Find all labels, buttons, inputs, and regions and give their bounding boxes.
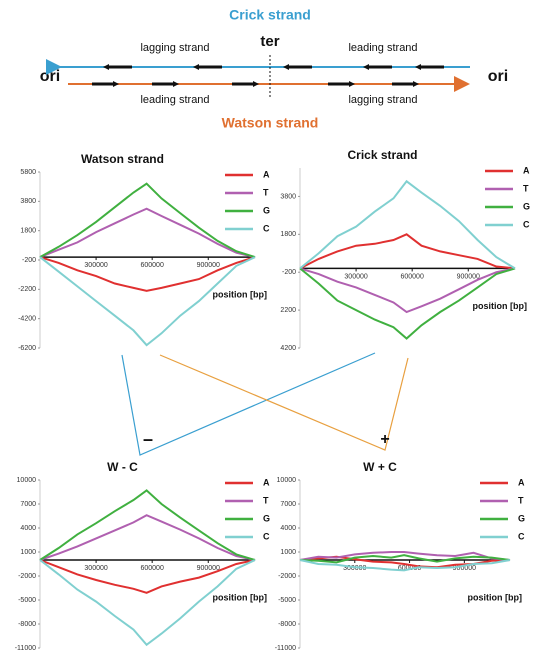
legend-label: C bbox=[263, 223, 270, 233]
y-tick-label: 3800 bbox=[20, 198, 36, 205]
legend-label: T bbox=[523, 183, 529, 193]
x-axis-label: position [bp] bbox=[213, 289, 267, 299]
y-tick-label: 1000 bbox=[280, 549, 296, 556]
data-line bbox=[299, 267, 516, 314]
chart-title: W + C bbox=[363, 460, 397, 474]
y-tick-label: -200 bbox=[282, 269, 296, 276]
data-line bbox=[299, 559, 511, 572]
y-tick-label: -11000 bbox=[15, 645, 36, 652]
x-tick-label: 900000 bbox=[453, 565, 476, 572]
y-tick-label: 3800 bbox=[280, 193, 296, 200]
data-line bbox=[39, 514, 256, 561]
arrow-heads bbox=[103, 64, 421, 87]
y-tick-label: 2200 bbox=[280, 307, 296, 314]
y-tick-label: -11000 bbox=[275, 645, 296, 652]
y-tick-label: 4000 bbox=[20, 525, 36, 532]
data-line bbox=[39, 489, 256, 561]
legend-label: G bbox=[263, 513, 270, 523]
ter-label: ter bbox=[260, 33, 279, 50]
y-tick-label: -4200 bbox=[18, 316, 36, 323]
y-tick-label: 4200 bbox=[280, 345, 296, 352]
legend-label: G bbox=[523, 201, 530, 211]
data-line bbox=[299, 554, 511, 564]
chart-title: Crick strand bbox=[347, 148, 417, 162]
data-line bbox=[299, 179, 516, 270]
y-tick-label: -200 bbox=[22, 257, 36, 264]
x-tick-label: 600000 bbox=[400, 273, 423, 280]
strand-label: leading strand bbox=[348, 42, 417, 54]
x-tick-label: 300000 bbox=[84, 565, 107, 572]
x-tick-label: 900000 bbox=[457, 273, 480, 280]
x-tick-label: 300000 bbox=[343, 565, 366, 572]
x-axis-label: position [bp] bbox=[468, 592, 522, 602]
y-tick-label: -6200 bbox=[18, 345, 36, 352]
y-tick-label: 10000 bbox=[17, 477, 37, 484]
y-tick-label: -2000 bbox=[278, 573, 296, 580]
crick-label: Crick strand bbox=[229, 7, 311, 23]
x-axis-label: position [bp] bbox=[213, 592, 267, 602]
x-tick-label: 300000 bbox=[84, 262, 107, 269]
data-line bbox=[39, 559, 256, 647]
y-tick-label: 4000 bbox=[280, 525, 296, 532]
y-tick-label: -5000 bbox=[278, 597, 296, 604]
combination-lines bbox=[121, 352, 409, 456]
data-line bbox=[299, 551, 511, 561]
x-axis-label: position [bp] bbox=[473, 301, 527, 311]
x-tick-label: 900000 bbox=[197, 565, 220, 572]
legend-label: C bbox=[263, 531, 270, 541]
strand-label: lagging strand bbox=[140, 42, 209, 54]
y-tick-label: 1000 bbox=[20, 549, 36, 556]
strand-label: lagging strand bbox=[348, 94, 417, 106]
data-line bbox=[39, 256, 256, 347]
y-tick-label: 10000 bbox=[277, 477, 297, 484]
data-line bbox=[39, 256, 256, 292]
legend-label: A bbox=[263, 477, 270, 487]
legend-label: G bbox=[263, 205, 270, 215]
y-tick-label: 7000 bbox=[280, 501, 296, 508]
y-tick-label: -2200 bbox=[18, 286, 36, 293]
x-tick-label: 600000 bbox=[140, 565, 163, 572]
y-tick-label: -8000 bbox=[18, 621, 36, 628]
y-tick-label: 7000 bbox=[20, 501, 36, 508]
y-tick-label: -8000 bbox=[278, 621, 296, 628]
legend-label: A bbox=[263, 169, 270, 179]
data-line bbox=[39, 182, 256, 259]
data-line bbox=[39, 559, 256, 594]
legend-label: A bbox=[518, 477, 525, 487]
minus-sign: – bbox=[143, 429, 153, 449]
legend-label: C bbox=[523, 219, 530, 229]
legend-label: T bbox=[263, 187, 269, 197]
y-tick-label: 1800 bbox=[20, 228, 36, 235]
data-line bbox=[299, 233, 516, 270]
x-tick-label: 600000 bbox=[140, 262, 163, 269]
chart-title: Watson strand bbox=[81, 152, 164, 166]
ori-label: ori bbox=[40, 68, 60, 85]
fragment-arrows bbox=[92, 65, 444, 86]
x-tick-label: 900000 bbox=[197, 262, 220, 269]
legend-label: T bbox=[263, 495, 269, 505]
legend-label: C bbox=[518, 531, 525, 541]
strand-label: leading strand bbox=[140, 94, 209, 106]
y-tick-label: 5800 bbox=[20, 169, 36, 176]
chart-title: W - C bbox=[107, 460, 138, 474]
plus-sign: + bbox=[380, 431, 389, 448]
y-tick-label: 1800 bbox=[280, 231, 296, 238]
legend-label: T bbox=[518, 495, 524, 505]
x-tick-label: 300000 bbox=[344, 273, 367, 280]
legend-label: A bbox=[523, 165, 530, 175]
y-tick-label: -2000 bbox=[18, 573, 36, 580]
y-tick-label: -5000 bbox=[18, 597, 36, 604]
data-line bbox=[299, 267, 516, 340]
data-line bbox=[39, 207, 256, 259]
replication-diagram: Crick strand ter lagging strand leading … bbox=[40, 7, 508, 456]
legend-label: G bbox=[518, 513, 525, 523]
ori-label: ori bbox=[488, 68, 508, 85]
watson-label: Watson strand bbox=[222, 115, 319, 131]
